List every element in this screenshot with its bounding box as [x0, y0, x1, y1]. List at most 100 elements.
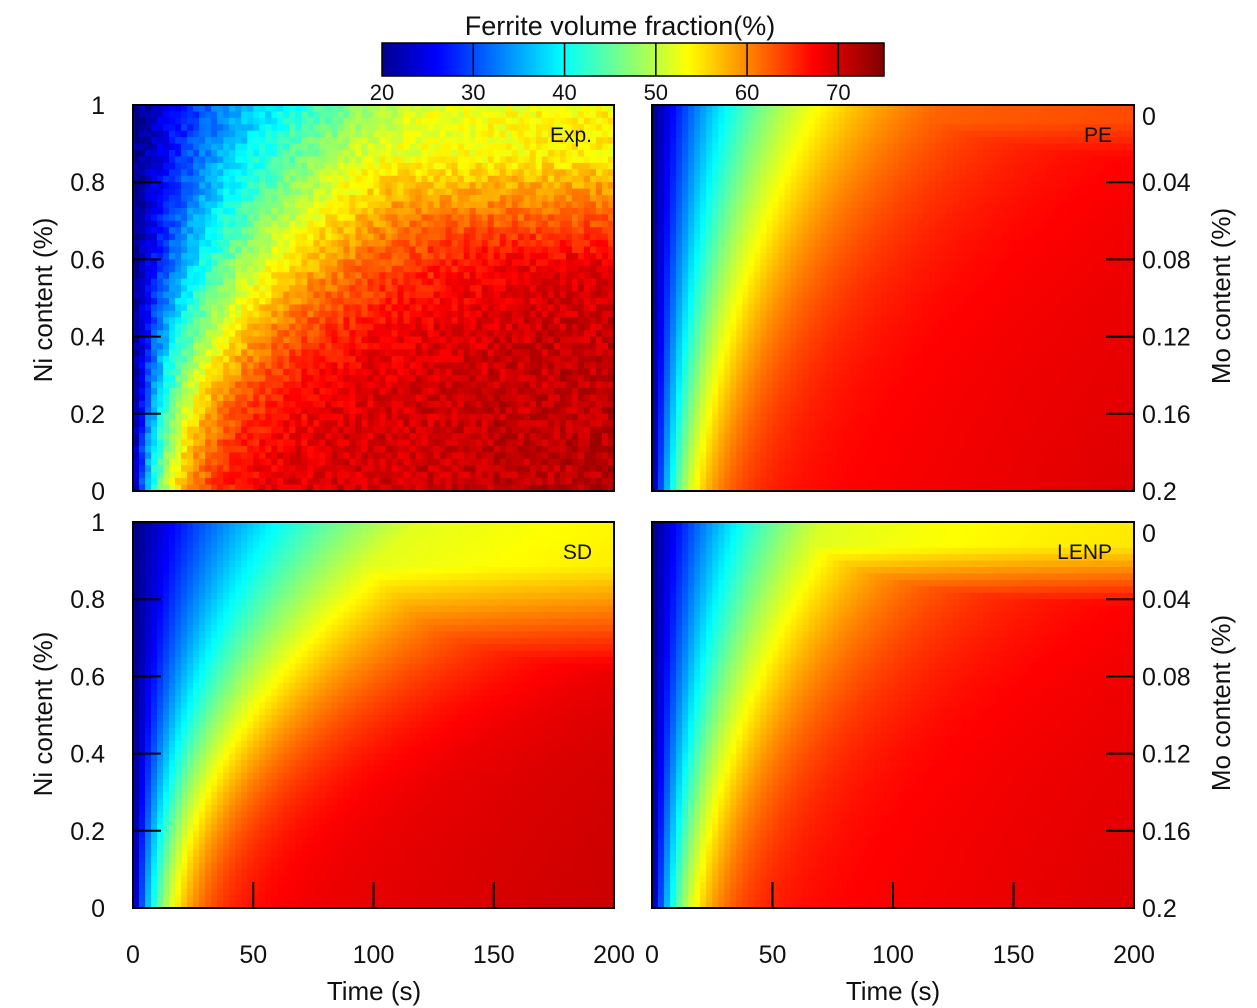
heatmap-cell [493, 343, 501, 351]
heatmap-cell [553, 150, 561, 158]
heatmap-cell [229, 259, 236, 267]
heatmap-cell [181, 137, 188, 145]
heatmap-cell [451, 484, 459, 492]
heatmap-cell [175, 169, 182, 177]
heatmap-cell [193, 117, 200, 125]
heatmap-cell [181, 478, 188, 486]
heatmap-cell [157, 240, 164, 248]
heatmap-cell [205, 336, 212, 344]
heatmap-cell [337, 310, 345, 318]
heatmap-cell [577, 362, 585, 370]
heatmap-cell [349, 355, 357, 363]
heatmap-cell [451, 343, 459, 351]
heatmap-cell [169, 310, 176, 318]
heatmap-cell [295, 240, 302, 248]
heatmap-cell [349, 323, 357, 331]
heatmap-cell [505, 195, 513, 203]
heatmap-cell [349, 439, 357, 447]
heatmap-cell [676, 105, 683, 113]
heatmap-cell [151, 426, 158, 434]
heatmap-cell [977, 111, 984, 119]
heatmap-cell [589, 407, 597, 415]
heatmap-cell [163, 265, 170, 273]
heatmap-cell [211, 433, 218, 441]
heatmap-cell [229, 214, 236, 222]
heatmap-cell [331, 143, 339, 151]
heatmap-cell [223, 407, 230, 415]
heatmap-cell [145, 220, 152, 228]
heatmap-cell [283, 323, 290, 331]
heatmap-cell [163, 413, 170, 421]
heatmap-cell [145, 381, 152, 389]
heatmap-cell [427, 169, 435, 177]
heatmap-cell [1037, 105, 1045, 113]
heatmap-cell [529, 227, 537, 235]
heatmap-cell [133, 207, 140, 215]
heatmap-cell [553, 272, 561, 280]
heatmap-cell [223, 285, 230, 293]
heatmap-cell [517, 150, 525, 158]
heatmap-cell [211, 330, 218, 338]
heatmap-cell [499, 175, 507, 183]
heatmap-cell [169, 124, 176, 132]
heatmap-cell [151, 310, 158, 318]
heatmap-cell [217, 381, 224, 389]
heatmap-cell [271, 182, 278, 190]
heatmap-cell [517, 233, 525, 241]
heatmap-cell [577, 130, 585, 138]
heatmap-cell [535, 272, 543, 280]
heatmap-cell [361, 240, 369, 248]
heatmap-cell [355, 433, 363, 441]
heatmap-cell [253, 336, 260, 344]
heatmap-cell [379, 426, 387, 434]
heatmap-cell [187, 195, 194, 203]
heatmap-cell [511, 188, 519, 196]
heatmap-cell [235, 458, 242, 466]
heatmap-cell [205, 252, 212, 260]
heatmap-cell [283, 465, 290, 473]
heatmap-cell [295, 285, 302, 293]
heatmap-cell [343, 400, 351, 408]
heatmap-cell [403, 207, 411, 215]
heatmap-cell [175, 272, 182, 280]
heatmap-cell [583, 420, 591, 428]
heatmap-cell [511, 169, 519, 177]
heatmap-cell [265, 162, 272, 170]
heatmap-cell [199, 220, 206, 228]
heatmap-cell [181, 227, 188, 235]
heatmap-cell [313, 246, 320, 254]
heatmap-cell [349, 207, 357, 215]
heatmap-cell [457, 195, 465, 203]
heatmap-cell [247, 445, 254, 453]
heatmap-cell [265, 169, 272, 177]
heatmap-cell [535, 375, 543, 383]
heatmap-cell [445, 246, 453, 254]
heatmap-cell [361, 137, 369, 145]
heatmap-cell [529, 137, 537, 145]
heatmap-cell [541, 105, 549, 113]
heatmap-cell [355, 130, 363, 138]
heatmap-cell [337, 137, 345, 145]
heatmap-cell [475, 220, 483, 228]
heatmap-cell [403, 233, 411, 241]
heatmap-cell [325, 156, 333, 164]
heatmap-cell [547, 162, 555, 170]
heatmap-cell [367, 420, 375, 428]
heatmap-cell [211, 426, 218, 434]
heatmap-cell [475, 317, 483, 325]
heatmap-cell [229, 143, 236, 151]
heatmap-cell [217, 465, 224, 473]
heatmap-cell [157, 394, 164, 402]
heatmap-cell [565, 343, 573, 351]
heatmap-cell [373, 343, 381, 351]
heatmap-cell [583, 169, 591, 177]
heatmap-cell [265, 310, 272, 318]
heatmap-cell [241, 388, 248, 396]
heatmap-cell [421, 124, 429, 132]
heatmap-cell [427, 195, 435, 203]
heatmap-cell [133, 188, 140, 196]
heatmap-cell [301, 323, 308, 331]
heatmap-cell [361, 214, 369, 222]
heatmap-cell [517, 433, 525, 441]
heatmap-cell [415, 150, 423, 158]
